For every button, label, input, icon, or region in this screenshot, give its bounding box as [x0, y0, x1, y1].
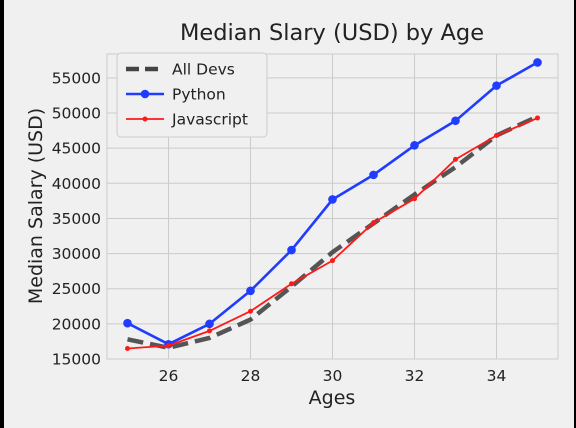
data-point-python	[287, 245, 296, 255]
y-tick-label: 15000	[52, 351, 101, 369]
chart-title: Median Slary (USD) by Age	[180, 20, 484, 46]
y-axis-label: Median Salary (USD)	[25, 108, 47, 304]
data-point-python	[205, 319, 214, 329]
legend-box	[116, 52, 268, 138]
legend-marker	[142, 116, 148, 122]
data-point-python	[246, 286, 255, 296]
data-point-javascript	[412, 196, 417, 202]
legend-item-all-devs: All Devs	[126, 61, 235, 79]
x-tick-label: 26	[159, 367, 179, 385]
y-tick-label: 45000	[52, 140, 101, 158]
y-tick-label: 35000	[52, 210, 101, 228]
data-point-javascript	[494, 133, 499, 139]
data-point-python	[410, 141, 419, 150]
chart-figure: 26 28 30 32 34 15000 20000 25000 30000 35000 4000…	[4, 0, 574, 428]
data-point-python	[451, 116, 460, 126]
data-point-python	[328, 195, 337, 204]
data-point-python	[369, 170, 378, 180]
legend: All Devs Python Javascript	[116, 52, 268, 138]
x-tick-label: 32	[405, 367, 425, 385]
x-tick-label: 30	[323, 367, 343, 385]
data-point-javascript	[289, 281, 294, 287]
data-point-python	[492, 81, 501, 90]
series-line-all-devs	[127, 114, 539, 351]
series-javascript	[125, 115, 540, 351]
data-point-javascript	[330, 258, 335, 264]
series-all-devs	[127, 114, 539, 351]
data-point-javascript	[125, 345, 130, 351]
legend-item-javascript: Javascript	[126, 111, 248, 129]
legend-item-python: Python	[126, 86, 226, 104]
line-chart: 26 28 30 32 34 15000 20000 25000 30000 35000 4000…	[25, 20, 559, 409]
data-point-javascript	[248, 308, 253, 314]
series-python	[123, 58, 542, 349]
y-tick-label: 40000	[52, 175, 101, 193]
x-axis-label: Ages	[309, 387, 356, 409]
legend-label: Python	[172, 86, 226, 104]
y-tick-label: 25000	[52, 280, 101, 298]
y-tick-label: 55000	[52, 69, 101, 87]
legend-label: All Devs	[172, 61, 235, 79]
data-point-javascript	[207, 328, 212, 334]
data-point-javascript	[166, 343, 171, 349]
y-tick-label: 30000	[52, 245, 101, 263]
data-point-javascript	[371, 220, 376, 226]
data-point-python	[123, 318, 132, 328]
data-point-python	[533, 58, 542, 67]
y-tick-label: 20000	[52, 315, 101, 333]
legend-marker	[140, 89, 150, 99]
series-group	[123, 58, 542, 351]
x-tick-label: 28	[241, 367, 261, 385]
legend-label: Javascript	[171, 111, 248, 129]
x-tick-label: 34	[487, 367, 507, 385]
data-point-javascript	[453, 156, 458, 162]
y-tick-labels: 15000 20000 25000 30000 35000 40000 45000 50000…	[52, 69, 101, 368]
y-tick-label: 50000	[52, 105, 101, 123]
data-point-javascript	[535, 115, 540, 121]
x-tick-labels: 26 28 30 32 34	[159, 367, 507, 385]
